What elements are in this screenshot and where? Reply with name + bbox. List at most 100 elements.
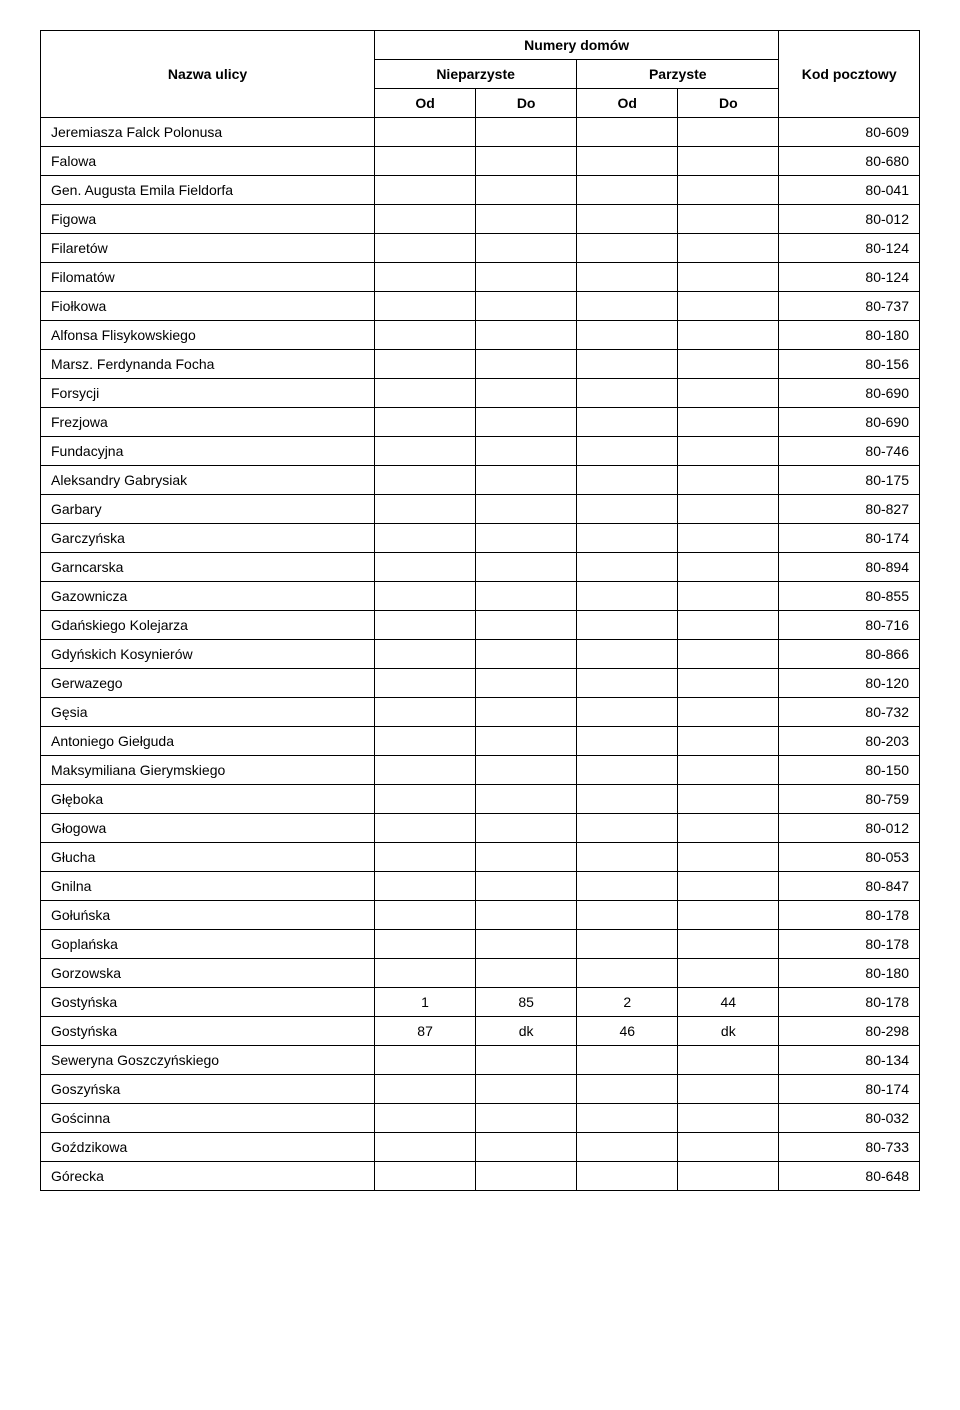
cell-parz-do: [678, 1075, 779, 1104]
cell-code: 80-180: [779, 321, 920, 350]
cell-niep-do: [476, 147, 577, 176]
cell-parz-do: [678, 263, 779, 292]
cell-code: 80-894: [779, 553, 920, 582]
cell-niep-do: [476, 843, 577, 872]
table-row: Gorzowska80-180: [41, 959, 920, 988]
cell-parz-do: [678, 901, 779, 930]
cell-parz-od: [577, 408, 678, 437]
cell-niep-do: [476, 669, 577, 698]
table-row: Maksymiliana Gierymskiego80-150: [41, 756, 920, 785]
cell-niep-od: [375, 611, 476, 640]
cell-code: 80-827: [779, 495, 920, 524]
cell-parz-od: [577, 263, 678, 292]
cell-code: 80-178: [779, 930, 920, 959]
cell-parz-do: [678, 582, 779, 611]
cell-parz-do: [678, 756, 779, 785]
cell-niep-do: [476, 205, 577, 234]
cell-street: Głucha: [41, 843, 375, 872]
cell-parz-od: [577, 205, 678, 234]
cell-code: 80-178: [779, 988, 920, 1017]
table-row: Głogowa80-012: [41, 814, 920, 843]
cell-code: 80-855: [779, 582, 920, 611]
cell-niep-do: [476, 785, 577, 814]
table-body: Jeremiasza Falck Polonusa80-609Falowa80-…: [41, 118, 920, 1191]
cell-street: Filaretów: [41, 234, 375, 263]
cell-code: 80-759: [779, 785, 920, 814]
cell-parz-od: [577, 524, 678, 553]
cell-parz-do: [678, 292, 779, 321]
cell-parz-od: [577, 437, 678, 466]
cell-street: Gościnna: [41, 1104, 375, 1133]
cell-niep-do: [476, 727, 577, 756]
table-row: Gerwazego80-120: [41, 669, 920, 698]
cell-niep-od: [375, 843, 476, 872]
cell-niep-od: [375, 234, 476, 263]
cell-code: 80-053: [779, 843, 920, 872]
cell-niep-do: [476, 495, 577, 524]
cell-code: 80-175: [779, 466, 920, 495]
cell-niep-do: [476, 756, 577, 785]
cell-parz-od: [577, 147, 678, 176]
cell-niep-od: [375, 698, 476, 727]
header-niep-do: Do: [476, 89, 577, 118]
cell-parz-od: 46: [577, 1017, 678, 1046]
cell-niep-do: [476, 524, 577, 553]
cell-niep-od: [375, 959, 476, 988]
table-row: Antoniego Giełguda80-203: [41, 727, 920, 756]
cell-parz-do: dk: [678, 1017, 779, 1046]
cell-parz-od: [577, 582, 678, 611]
cell-code: 80-680: [779, 147, 920, 176]
cell-street: Gęsia: [41, 698, 375, 727]
header-nazwa: Nazwa ulicy: [41, 31, 375, 118]
cell-parz-do: [678, 524, 779, 553]
cell-parz-do: [678, 379, 779, 408]
cell-niep-od: [375, 205, 476, 234]
cell-street: Głogowa: [41, 814, 375, 843]
cell-niep-od: [375, 292, 476, 321]
cell-niep-do: [476, 1075, 577, 1104]
cell-niep-do: dk: [476, 1017, 577, 1046]
cell-parz-od: [577, 843, 678, 872]
postal-codes-table: Nazwa ulicy Numery domów Kod pocztowy Ni…: [40, 30, 920, 1191]
cell-parz-od: [577, 176, 678, 205]
cell-parz-od: [577, 234, 678, 263]
cell-street: Maksymiliana Gierymskiego: [41, 756, 375, 785]
cell-niep-do: [476, 466, 577, 495]
cell-niep-do: [476, 640, 577, 669]
cell-street: Frezjowa: [41, 408, 375, 437]
cell-niep-od: [375, 1104, 476, 1133]
cell-code: 80-732: [779, 698, 920, 727]
cell-street: Alfonsa Flisykowskiego: [41, 321, 375, 350]
cell-parz-od: [577, 872, 678, 901]
cell-street: Garncarska: [41, 553, 375, 582]
table-row: Jeremiasza Falck Polonusa80-609: [41, 118, 920, 147]
cell-niep-od: [375, 669, 476, 698]
table-row: Seweryna Goszczyńskiego80-134: [41, 1046, 920, 1075]
table-row: Gnilna80-847: [41, 872, 920, 901]
table-row: Fiołkowa80-737: [41, 292, 920, 321]
cell-niep-od: [375, 814, 476, 843]
table-row: Filaretów80-124: [41, 234, 920, 263]
cell-parz-do: [678, 437, 779, 466]
cell-parz-do: [678, 118, 779, 147]
cell-parz-do: [678, 147, 779, 176]
cell-street: Gostyńska: [41, 1017, 375, 1046]
cell-niep-do: [476, 1162, 577, 1191]
cell-parz-do: [678, 408, 779, 437]
cell-niep-od: [375, 553, 476, 582]
cell-code: 80-134: [779, 1046, 920, 1075]
header-numery: Numery domów: [375, 31, 779, 60]
header-niep-od: Od: [375, 89, 476, 118]
cell-parz-od: [577, 118, 678, 147]
cell-street: Gdańskiego Kolejarza: [41, 611, 375, 640]
cell-street: Jeremiasza Falck Polonusa: [41, 118, 375, 147]
cell-niep-do: [476, 263, 577, 292]
cell-street: Marsz. Ferdynanda Focha: [41, 350, 375, 379]
cell-niep-do: [476, 959, 577, 988]
header-nieparzyste: Nieparzyste: [375, 60, 577, 89]
cell-street: Gdyńskich Kosynierów: [41, 640, 375, 669]
cell-parz-do: [678, 234, 779, 263]
cell-niep-do: [476, 408, 577, 437]
cell-parz-do: [678, 640, 779, 669]
cell-parz-do: [678, 1046, 779, 1075]
